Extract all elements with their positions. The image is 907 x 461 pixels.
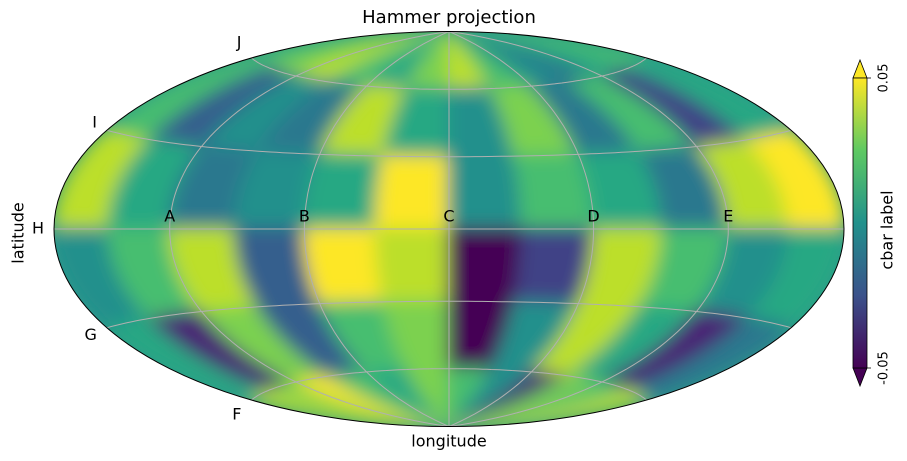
colorbar-body	[852, 77, 868, 369]
colorbar-extend-min	[852, 367, 868, 388]
parallel	[106, 129, 792, 158]
colorbar-tick-label: -0.05	[877, 351, 892, 385]
colorbar-extend-max	[852, 58, 868, 79]
y-tick-label: H	[32, 219, 44, 238]
map-cell	[447, 227, 524, 304]
chart-title: Hammer projection	[362, 7, 536, 28]
x-tick-label: B	[299, 207, 310, 226]
x-axis-label: longitude	[411, 432, 486, 451]
map-cell	[374, 227, 451, 304]
parallel	[251, 368, 647, 401]
map-cell	[447, 154, 524, 231]
colorbar-label: cbar label	[878, 190, 897, 269]
parallel	[251, 57, 647, 90]
map-cell	[302, 227, 386, 306]
map-outline	[53, 31, 845, 427]
map-cell	[374, 154, 451, 231]
map-cell	[302, 152, 386, 231]
y-axis-label: latitude	[9, 202, 28, 263]
x-tick-label: D	[587, 207, 599, 226]
colorbar	[852, 58, 868, 388]
y-tick-label: J	[236, 32, 242, 51]
y-tick-label: I	[92, 112, 97, 131]
parallel	[106, 300, 792, 329]
x-tick-label: C	[443, 207, 454, 226]
graticule	[54, 31, 844, 427]
x-tick-label: A	[164, 207, 175, 226]
colorbar-tick-label: 0.05	[877, 64, 892, 93]
y-tick-label: G	[85, 325, 97, 344]
y-tick-label: F	[232, 405, 241, 424]
x-tick-label: E	[723, 207, 733, 226]
